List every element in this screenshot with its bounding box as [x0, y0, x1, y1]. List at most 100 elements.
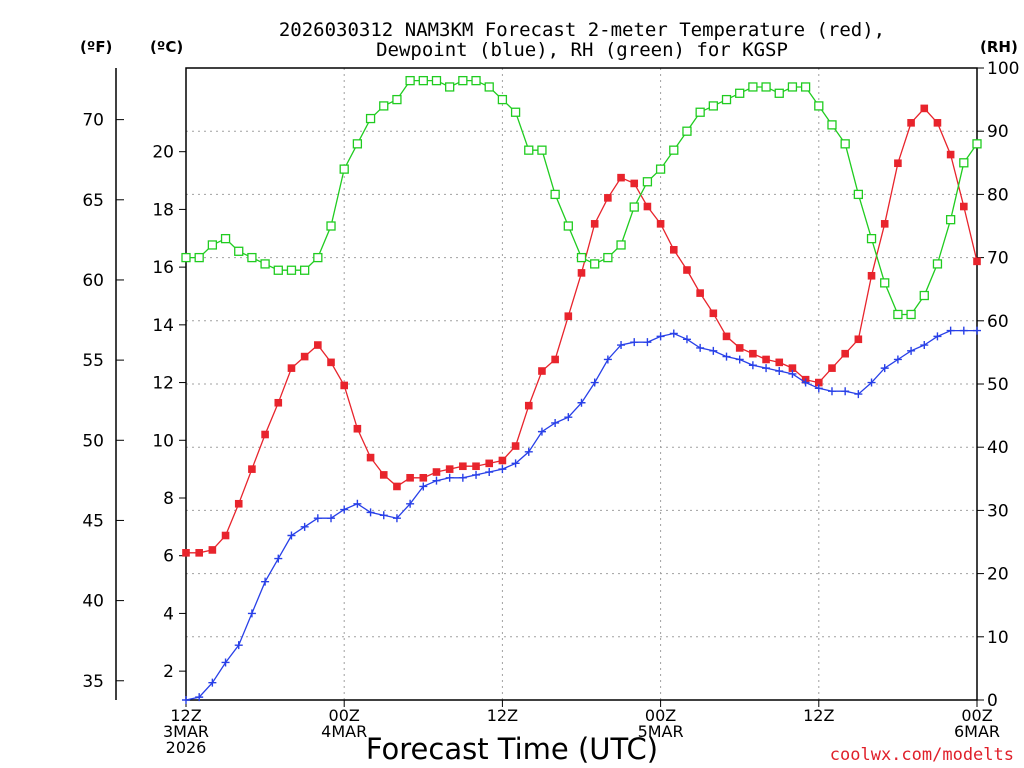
relative-humidity-point: [220, 233, 231, 244]
dewpoint-point: [327, 514, 336, 523]
rh-tick-label: 50: [987, 375, 1009, 395]
relative-humidity-point: [563, 221, 573, 231]
dewpoint-point: [353, 499, 362, 508]
temperature-point: [300, 352, 309, 361]
relative-humidity-point: [616, 240, 626, 250]
fahrenheit-tick-label: 65: [82, 191, 104, 211]
temperature-point: [248, 465, 256, 473]
dewpoint-point: [195, 693, 204, 702]
temperature-point: [815, 378, 823, 387]
celsius-tick-label: 20: [152, 143, 174, 163]
temperature-point: [828, 364, 836, 372]
temperature-point: [880, 220, 889, 228]
x-tick-label: 00Z: [961, 706, 992, 725]
celsius-tick-label: 12: [152, 374, 174, 394]
dewpoint-point: [696, 343, 705, 352]
dewpoint-point: [920, 341, 929, 350]
temperature-point: [643, 202, 652, 211]
dewpoint-point: [788, 369, 797, 378]
x-tick-label: 6MAR: [954, 722, 1000, 741]
relative-humidity-point: [234, 246, 244, 256]
relative-humidity-point: [761, 82, 771, 92]
dewpoint-point: [313, 514, 322, 523]
temperature-point: [261, 430, 269, 439]
temperature-point: [722, 332, 731, 341]
relative-humidity-point: [827, 120, 837, 130]
dewpoint-point: [643, 338, 652, 347]
dewpoint-point: [300, 522, 309, 531]
temperature-point: [564, 312, 573, 320]
relative-humidity-point: [642, 177, 653, 187]
temperature-point: [195, 549, 203, 557]
celsius-tick-label: 18: [152, 200, 174, 220]
temperature-point: [538, 367, 546, 375]
relative-humidity-point: [550, 189, 560, 200]
relative-humidity-point: [497, 94, 508, 105]
dewpoint-point: [366, 508, 375, 517]
temperature-point: [749, 349, 757, 358]
temperature-point: [340, 381, 348, 390]
relative-humidity-point: [682, 126, 692, 136]
x-tick-label: 2026: [166, 738, 207, 757]
temperature-point: [590, 220, 599, 228]
relative-humidity-point: [906, 309, 916, 320]
temperature-point: [946, 150, 955, 159]
relative-humidity-point: [326, 221, 336, 231]
temperature-point: [960, 202, 968, 211]
relative-humidity-point: [431, 75, 442, 86]
relative-humidity-point: [299, 265, 310, 275]
relative-humidity-point: [484, 82, 494, 92]
x-tick-label: 12Z: [487, 706, 518, 725]
dewpoint-point: [406, 499, 415, 508]
celsius-tick-label: 6: [163, 547, 174, 567]
temperature-point: [656, 220, 665, 228]
temperature-point: [327, 358, 335, 367]
dewpoint-point: [841, 387, 850, 396]
x-tick-label: 00Z: [329, 706, 360, 725]
relative-humidity-point: [458, 75, 468, 86]
dewpoint-point: [221, 658, 230, 667]
rh-tick-label: 0: [987, 691, 998, 711]
relative-humidity-point: [945, 215, 956, 225]
temperature-point: [432, 468, 441, 476]
celsius-tick-label: 10: [152, 431, 174, 451]
dewpoint-point: [603, 355, 612, 364]
dewpoint-point: [617, 341, 626, 350]
temperature-point: [696, 289, 704, 297]
temperature-line: [186, 107, 978, 554]
temperature-point: [459, 462, 467, 471]
x-tick-label: 5MAR: [638, 722, 684, 741]
dewpoint-point: [827, 387, 836, 396]
rh-tick-label: 20: [987, 565, 1009, 585]
dewpoint-point: [880, 364, 889, 373]
temperature-point: [841, 349, 849, 358]
dewpoint-point: [564, 413, 573, 422]
dewpoint-point: [801, 378, 810, 387]
temperature-point: [775, 358, 784, 367]
temperature-point: [524, 401, 533, 410]
celsius-tick-label: 2: [163, 662, 174, 682]
dewpoint-point: [669, 329, 678, 338]
dewpoint-point: [340, 505, 349, 514]
temperature-point: [353, 424, 362, 433]
relative-humidity-point: [972, 139, 982, 149]
rh-tick-label: 10: [987, 628, 1009, 648]
relative-humidity-point: [866, 233, 877, 244]
x-tick-label: 4MAR: [321, 722, 367, 741]
celsius-tick-label: 4: [163, 604, 174, 624]
temperature-point: [379, 471, 388, 479]
chart-title-line-2: Dewpoint (blue), RH (green) for KGSP: [376, 39, 788, 61]
relative-humidity-point: [787, 82, 798, 92]
relative-humidity-point: [576, 252, 587, 263]
relative-humidity-point: [655, 164, 666, 174]
relative-humidity-point: [379, 101, 389, 111]
temperature-point: [274, 398, 283, 407]
temperature-point: [498, 456, 507, 465]
temperature-point: [366, 453, 375, 462]
x-tick-label: 12Z: [170, 706, 201, 725]
relative-humidity-point: [814, 101, 824, 111]
relative-humidity-point: [735, 88, 745, 98]
relative-humidity-point: [774, 88, 784, 98]
fahrenheit-tick-label: 70: [82, 111, 104, 131]
